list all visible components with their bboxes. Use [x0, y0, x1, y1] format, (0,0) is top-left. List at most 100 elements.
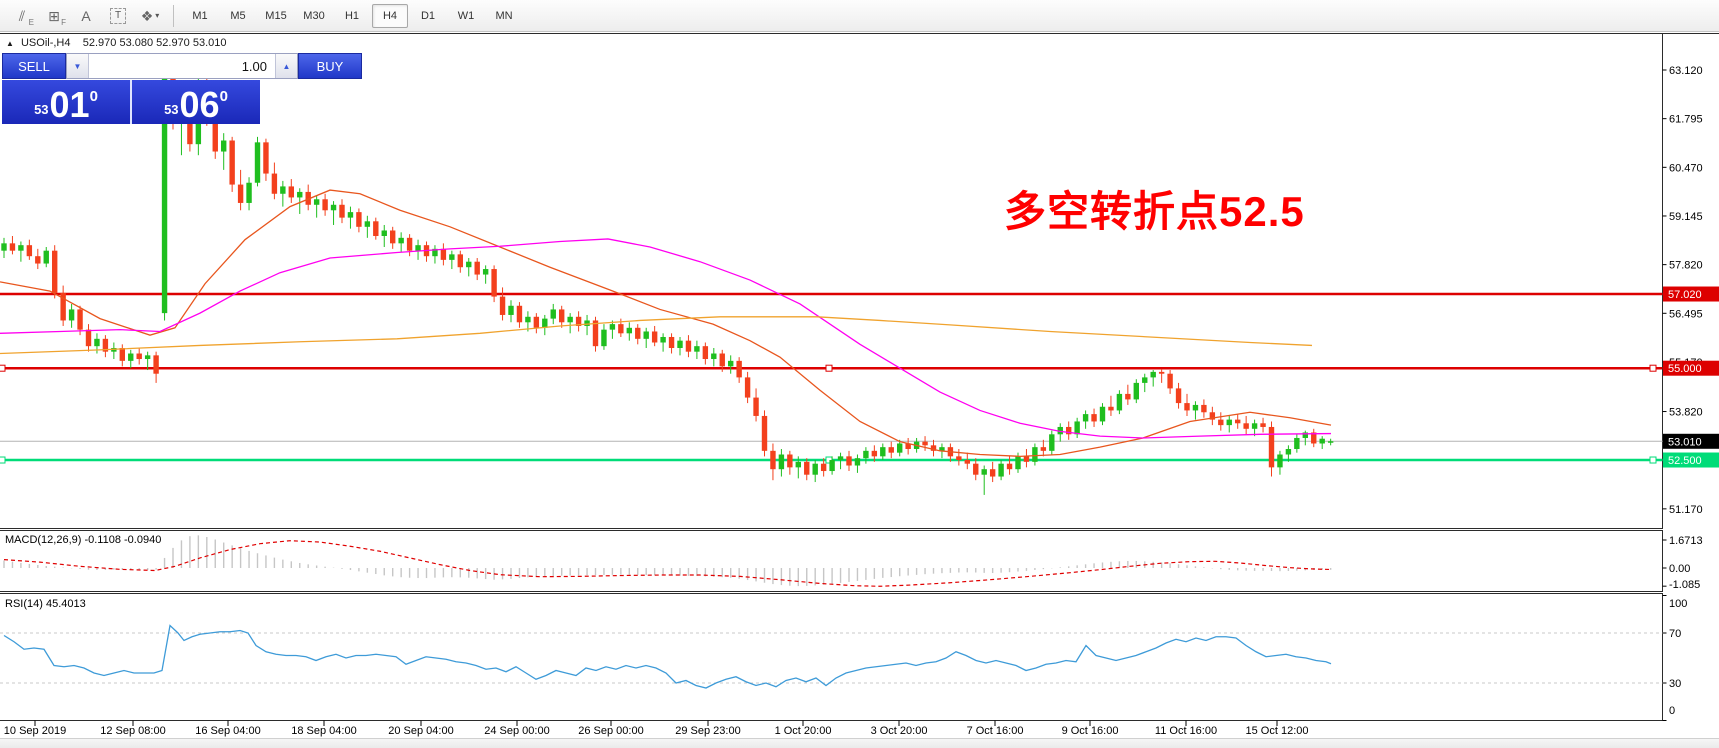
candle-body — [1150, 371, 1156, 378]
text-box-icon[interactable]: T — [103, 3, 133, 29]
candle-body — [702, 346, 709, 360]
candle-body — [744, 377, 751, 398]
candle-body — [491, 269, 497, 297]
candle-body — [609, 324, 616, 330]
candle-body — [305, 191, 311, 205]
buy-price-sup-digit: 0 — [219, 88, 228, 105]
buy-price-big-digits: 06 — [179, 84, 220, 126]
candle-body — [153, 355, 159, 374]
candle-body — [119, 348, 125, 361]
volume-increase-button[interactable]: ▲ — [275, 54, 297, 78]
candle-body — [694, 346, 700, 352]
price-tick-label: 51.170 — [1669, 504, 1703, 516]
candle-body — [1049, 434, 1055, 451]
price-tick-label: 61.795 — [1669, 114, 1703, 126]
level-handle[interactable] — [825, 364, 833, 372]
chart-annotation: 多空转折点52.5 — [1004, 188, 1305, 235]
buy-price-display[interactable]: 53 06 0 — [132, 80, 260, 124]
candle-body — [626, 327, 632, 334]
symbol-header: ▲ USOil-,H4 52.970 53.080 52.970 53.010 — [6, 37, 227, 49]
candle-body — [1319, 438, 1325, 444]
candle-body — [973, 463, 979, 475]
candle-body — [1311, 432, 1317, 444]
time-tick-label: 1 Oct 20:00 — [775, 725, 832, 737]
candle-body — [1032, 447, 1038, 462]
candle-body — [1133, 382, 1139, 400]
candle-body — [26, 245, 33, 257]
candle-body — [280, 186, 286, 194]
grid-icon[interactable]: ⊞ F — [39, 3, 69, 29]
candle-body — [1302, 432, 1308, 438]
candle-body — [1023, 456, 1030, 462]
candle-body — [533, 316, 540, 328]
candle-body — [930, 445, 937, 451]
time-tick-label: 24 Sep 00:00 — [484, 725, 549, 737]
sell-button[interactable]: SELL — [2, 53, 66, 79]
price-tick-label: 57.820 — [1669, 260, 1703, 272]
candle-body — [559, 309, 565, 323]
candle-body — [736, 360, 742, 378]
rsi-axis-label: 70 — [1669, 628, 1681, 640]
volume-input[interactable] — [89, 54, 275, 78]
diamond-glyph: ❖ — [140, 7, 154, 24]
timeframe-d1[interactable]: D1 — [420, 9, 436, 22]
time-tick-label: 3 Oct 20:00 — [871, 725, 928, 737]
timeframe-mn[interactable]: MN — [495, 9, 513, 22]
level-handle[interactable] — [0, 456, 6, 464]
time-tick-label: 7 Oct 16:00 — [967, 725, 1024, 737]
macd-axis-label: -1.085 — [1669, 579, 1700, 591]
level-handle[interactable] — [0, 364, 6, 372]
candle-body — [449, 254, 455, 260]
shapes-icon[interactable]: ❖ ▾ — [135, 3, 165, 29]
candle-body — [1167, 373, 1173, 389]
candle-body — [237, 184, 244, 203]
collapse-triangle-icon[interactable]: ▲ — [6, 39, 14, 48]
level-handle[interactable] — [1649, 456, 1657, 464]
timeframe-m15[interactable]: M15 — [265, 9, 287, 22]
candle-body — [457, 254, 463, 268]
timeframe-m30[interactable]: M30 — [303, 9, 325, 22]
candle-body — [812, 463, 818, 475]
candle-body — [643, 331, 649, 339]
price-tick-label: 59.145 — [1669, 211, 1703, 223]
candle-body — [1006, 463, 1013, 470]
candle-body — [1285, 448, 1292, 455]
rsi-axis-label: 0 — [1669, 705, 1675, 717]
candles-layer — [1, 60, 1334, 495]
indicator-list-icon[interactable]: ⫽ E — [7, 3, 37, 29]
price-badge-53.010 — [1663, 433, 1719, 449]
candle-body — [499, 296, 506, 315]
horizontal-scrollbar[interactable] — [0, 738, 1719, 748]
volume-decrease-button[interactable]: ▼ — [67, 54, 89, 78]
timeframe-h4[interactable]: H4 — [372, 3, 408, 28]
candle-body — [1243, 423, 1249, 429]
buy-button[interactable]: BUY — [298, 53, 362, 79]
sell-price-display[interactable]: 53 01 0 — [2, 80, 132, 124]
symbol-period-label: USOil-,H4 — [20, 37, 71, 49]
candle-body — [288, 186, 294, 198]
boxed-t-glyph: T — [110, 7, 126, 24]
timeframe-w1[interactable]: W1 — [457, 9, 475, 22]
candle-body — [964, 460, 970, 464]
candle-body — [635, 327, 641, 339]
candle-body — [618, 324, 624, 334]
rsi-line — [3, 624, 1332, 689]
hatch-glyph: ⫽ — [18, 7, 26, 24]
timeframe-m5[interactable]: M5 — [230, 9, 246, 22]
candle-body — [373, 221, 379, 236]
candle-body — [956, 456, 962, 461]
price-tick-label: 53.820 — [1669, 407, 1703, 419]
candle-body — [136, 353, 142, 360]
level-handle[interactable] — [1649, 364, 1657, 372]
timeframe-h1[interactable]: H1 — [344, 9, 360, 22]
candle-body — [415, 245, 421, 251]
sell-price-sup-digit: 0 — [89, 88, 98, 105]
candle-body — [1327, 441, 1334, 443]
rsi-axis-label: 30 — [1669, 678, 1681, 690]
timeframe-m1[interactable]: M1 — [192, 9, 208, 22]
text-label-icon[interactable]: A — [71, 3, 101, 29]
candle-body — [778, 454, 785, 470]
candle-body — [52, 250, 58, 293]
candle-body — [212, 116, 218, 152]
